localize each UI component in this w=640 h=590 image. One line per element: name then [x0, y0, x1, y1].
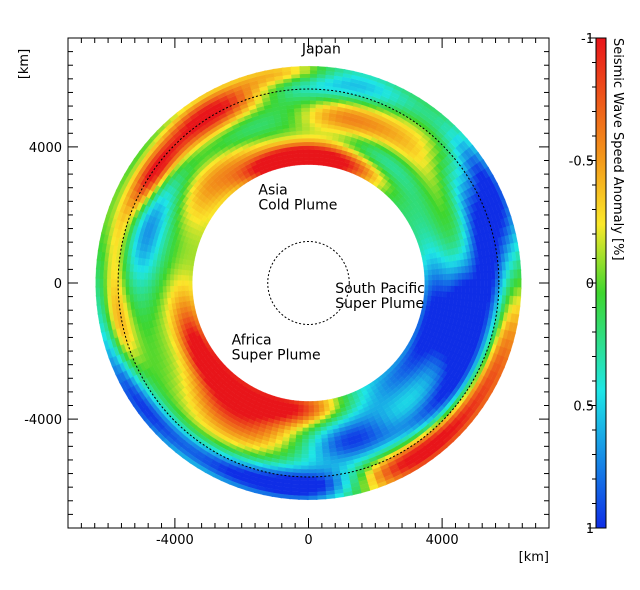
- y-tick-label: 4000: [29, 141, 62, 156]
- x-tick-label: -4000: [156, 533, 194, 548]
- heatmap-cell: [301, 126, 310, 131]
- heatmap-cell: [301, 115, 310, 120]
- heatmap-cell: [299, 77, 311, 82]
- heatmap-cell: [299, 73, 311, 78]
- heatmap-cell: [300, 92, 310, 97]
- colorbar-ticks: -1 -0.5 0 0.5 1: [569, 32, 596, 537]
- heatmap-cell: [301, 111, 310, 116]
- annotation-label: Super Plume: [335, 296, 424, 312]
- heatmap-cell: [300, 81, 311, 86]
- heatmap-cell: [302, 134, 310, 139]
- colorbar-tick-label: 0: [586, 277, 594, 292]
- heatmap-cell: [303, 153, 310, 158]
- heatmap-cell: [300, 100, 310, 105]
- annotation-label: Japan: [301, 41, 341, 57]
- colorbar-tick-label: -0.5: [569, 155, 594, 170]
- x-tick-label: 4000: [426, 533, 459, 548]
- annotation-label: Super Plume: [232, 347, 321, 363]
- heatmap-cell: [300, 84, 311, 90]
- colorbar-title: Seismic Wave Speed Anomaly [%]: [610, 38, 625, 261]
- heatmap-cell: [301, 119, 310, 124]
- annotation-label: Africa: [232, 332, 272, 348]
- heatmap-cell: [303, 156, 310, 162]
- heatmap-cell: [302, 137, 310, 143]
- heatmap-cell: [302, 149, 310, 154]
- annotation-label: Cold Plume: [258, 198, 337, 214]
- heatmap-cell: [303, 160, 310, 165]
- annotation-label: Asia: [258, 183, 287, 199]
- y-tick-label: 0: [54, 277, 62, 292]
- heatmap-cell: [299, 66, 311, 71]
- heatmap-cell: [301, 122, 310, 128]
- colorbar-tick-label: 1: [586, 522, 594, 537]
- heatmap-annulus: [95, 66, 522, 500]
- heatmap-cell: [299, 69, 311, 75]
- heatmap-cell: [300, 96, 310, 101]
- x-tick-label: 0: [304, 533, 312, 548]
- y-axis-label: [km]: [17, 49, 32, 79]
- heatmap-cell: [301, 107, 310, 112]
- colorbar-gradient: [595, 37, 607, 529]
- heatmap-cell: [302, 130, 310, 135]
- heatmap-cell: [300, 103, 310, 109]
- heatmap-cell: [302, 145, 310, 150]
- colorbar-tick-label: 0.5: [573, 400, 594, 415]
- x-axis-label: [km]: [519, 550, 549, 565]
- colorbar: -1 -0.5 0 0.5 1 Seismic Wave Speed Anomaly […: [569, 32, 625, 537]
- annotation-label: South Pacific: [335, 281, 425, 297]
- y-tick-label: -4000: [24, 413, 62, 428]
- heatmap-cell: [302, 141, 310, 146]
- colorbar-tick-label: -1: [581, 32, 594, 47]
